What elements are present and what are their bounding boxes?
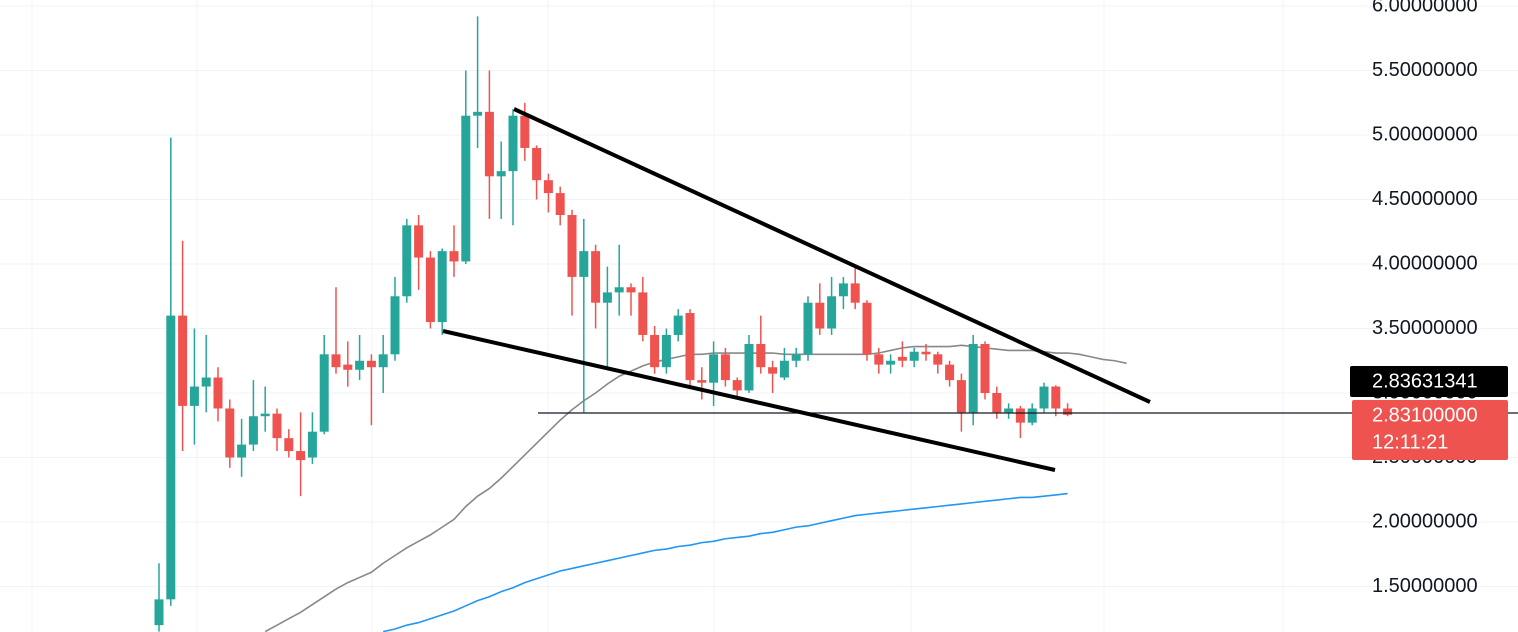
candle-body — [402, 225, 412, 297]
level-label: 2.83631341 — [1372, 370, 1478, 392]
candle-body — [189, 386, 199, 406]
candle-body — [720, 354, 730, 381]
candle-body — [390, 296, 400, 355]
candle-body — [602, 292, 612, 303]
candle-body — [508, 115, 518, 172]
candle-body — [319, 354, 329, 432]
candle-body — [614, 287, 624, 293]
candle-body — [543, 180, 553, 194]
candle-body — [909, 351, 919, 361]
candle-body — [425, 257, 435, 323]
candle-body — [366, 360, 376, 368]
candle-body — [272, 413, 282, 439]
candle-body — [650, 334, 660, 368]
candle-body — [307, 431, 317, 458]
candle-body — [968, 343, 978, 413]
candle-body — [225, 408, 235, 458]
candle-body — [956, 380, 966, 413]
trend-line-upper — [513, 107, 1151, 404]
candle-body — [732, 380, 742, 391]
candle-body — [673, 315, 683, 335]
last-price-label: 2.83100000 — [1372, 404, 1478, 426]
candle-body — [921, 351, 931, 355]
candle-body — [532, 147, 542, 181]
candle-body — [496, 171, 506, 177]
candle-body — [331, 354, 341, 368]
candle-body — [886, 360, 896, 365]
candle-body — [166, 315, 176, 600]
trend-line-lower — [442, 329, 1056, 472]
y-axis: 1.500000002.000000002.500000003.00000000… — [1372, 0, 1478, 597]
candle-body — [237, 444, 247, 458]
candle-body — [520, 115, 530, 148]
candle-body — [827, 296, 837, 329]
candle-body — [992, 393, 1002, 413]
y-tick-label: 3.50000000 — [1372, 317, 1478, 339]
candle-body — [1015, 408, 1025, 423]
y-tick-label: 5.50000000 — [1372, 59, 1478, 81]
candle-body — [626, 287, 636, 293]
candle-body — [461, 115, 471, 262]
candle-body — [378, 354, 388, 368]
grid — [31, 0, 1284, 632]
candle-body — [449, 251, 459, 262]
candle-body — [343, 364, 353, 370]
candle-body — [933, 354, 943, 365]
y-tick-label: 2.00000000 — [1372, 510, 1478, 532]
candle-body — [1039, 386, 1049, 409]
candle-body — [355, 360, 365, 370]
moving-average-line — [383, 492, 1068, 632]
candle-body — [815, 302, 825, 329]
y-tick-label: 4.00000000 — [1372, 252, 1478, 274]
candle-body — [213, 377, 223, 409]
candle-body — [201, 377, 211, 387]
candle-body — [661, 334, 671, 368]
candle-body — [260, 413, 270, 417]
candle-body — [1051, 386, 1061, 409]
candle-body — [284, 438, 294, 452]
candle-body — [791, 354, 801, 361]
candle-body — [850, 283, 860, 303]
candle-body — [709, 354, 719, 383]
y-tick-label: 1.50000000 — [1372, 575, 1478, 597]
candle-body — [1027, 408, 1037, 423]
y-tick-label: 6.00000000 — [1372, 0, 1478, 16]
candle-body — [744, 343, 754, 391]
candle-body — [697, 380, 707, 383]
candle-body — [567, 215, 577, 277]
candle-body — [414, 225, 424, 258]
candle-body — [685, 313, 695, 381]
candle-body — [803, 302, 813, 355]
y-tick-label: 5.00000000 — [1372, 123, 1478, 145]
candle-body — [555, 193, 565, 216]
candle-body — [178, 315, 188, 406]
candle-body — [154, 599, 164, 626]
candle-body — [862, 302, 872, 355]
countdown-label: 12:11:21 — [1372, 431, 1448, 453]
plot — [0, 5, 1518, 632]
candle-body — [980, 343, 990, 394]
candle-body — [437, 251, 447, 323]
level-label-box — [1350, 366, 1508, 397]
candle-body — [779, 360, 789, 378]
candle-body — [768, 367, 778, 374]
candle-body — [591, 251, 601, 303]
candle-body — [248, 416, 258, 445]
candle-body — [1063, 408, 1073, 415]
candle-body — [874, 354, 884, 365]
candle-body — [838, 283, 848, 297]
candle-body — [945, 364, 955, 381]
candle-body — [638, 292, 648, 335]
candle-body — [1004, 408, 1014, 413]
candle-body — [579, 251, 589, 277]
candle-body — [756, 343, 766, 368]
last-price-box — [1352, 400, 1508, 460]
candle-body — [296, 451, 306, 461]
candle-body — [473, 111, 483, 116]
candle-body — [897, 356, 907, 361]
candle-body — [484, 111, 494, 177]
y-tick-label: 4.50000000 — [1372, 188, 1478, 210]
